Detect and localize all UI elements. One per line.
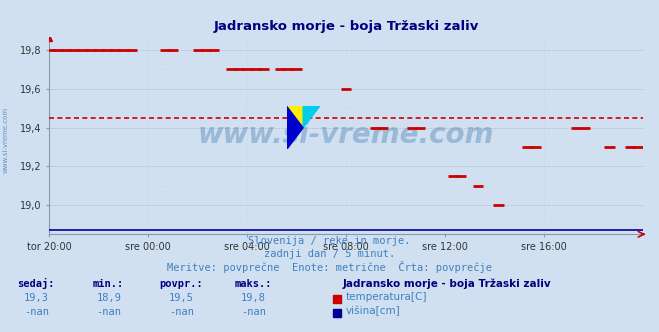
Text: višina[cm]: višina[cm]	[345, 306, 400, 316]
Polygon shape	[287, 106, 303, 149]
Text: povpr.:: povpr.:	[159, 279, 203, 289]
Text: www.si-vreme.com: www.si-vreme.com	[198, 121, 494, 149]
Text: 19,3: 19,3	[24, 293, 49, 303]
Text: Meritve: povprečne  Enote: metrične  Črta: povprečje: Meritve: povprečne Enote: metrične Črta:…	[167, 261, 492, 273]
Text: sedaj:: sedaj:	[18, 278, 55, 289]
Text: 18,9: 18,9	[96, 293, 121, 303]
Text: -nan: -nan	[96, 307, 121, 317]
Polygon shape	[287, 106, 303, 128]
Text: min.:: min.:	[93, 279, 125, 289]
Text: zadnji dan / 5 minut.: zadnji dan / 5 minut.	[264, 249, 395, 259]
Text: maks.:: maks.:	[235, 279, 272, 289]
Text: -nan: -nan	[241, 307, 266, 317]
Polygon shape	[303, 106, 320, 128]
Title: Jadransko morje - boja Tržaski zaliv: Jadransko morje - boja Tržaski zaliv	[214, 20, 478, 33]
Text: Slovenija / reke in morje.: Slovenija / reke in morje.	[248, 236, 411, 246]
Text: -nan: -nan	[169, 307, 194, 317]
Text: temperatura[C]: temperatura[C]	[345, 292, 427, 302]
Text: Jadransko morje - boja Tržaski zaliv: Jadransko morje - boja Tržaski zaliv	[343, 279, 552, 289]
Text: 19,8: 19,8	[241, 293, 266, 303]
Text: -nan: -nan	[24, 307, 49, 317]
Text: 19,5: 19,5	[169, 293, 194, 303]
Text: www.si-vreme.com: www.si-vreme.com	[2, 106, 9, 173]
